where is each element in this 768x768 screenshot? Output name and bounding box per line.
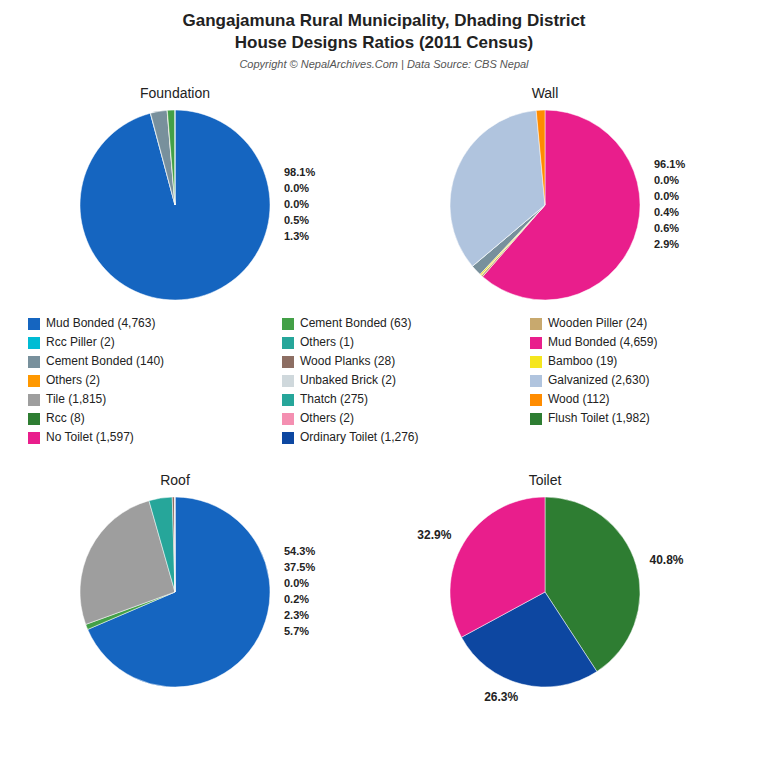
- annotation: 1.3%: [284, 230, 309, 242]
- legend-label: Wood (112): [548, 392, 610, 406]
- annotation: 0.0%: [284, 198, 309, 210]
- pie-chart: Toilet 40.8% 26.3% 32.9%: [417, 472, 684, 704]
- pie-slice: [174, 497, 175, 592]
- legend-swatch: [282, 413, 294, 425]
- legend-swatch: [28, 318, 40, 330]
- legend-swatch: [28, 337, 40, 349]
- pie-slice: [174, 110, 175, 205]
- pie-slice: [174, 497, 175, 592]
- pie-slice: [450, 497, 545, 637]
- pie-title: Wall: [532, 85, 559, 101]
- legend-label: No Toilet (1,597): [46, 430, 134, 444]
- pie-chart: Foundation 98.1% 0.0% 0.0% 0.5% 1.3%: [80, 85, 315, 300]
- legend-label: Tile (1,815): [46, 392, 106, 406]
- subtitle: House Designs Ratios (2011 Census): [235, 33, 534, 52]
- legend-label: Cement Bonded (63): [300, 316, 411, 330]
- legend-swatch: [28, 356, 40, 368]
- pie-slice: [450, 110, 545, 266]
- legend-label: Cement Bonded (140): [46, 354, 164, 368]
- annotation: 5.7%: [284, 625, 309, 637]
- legend-label: Rcc (8): [46, 411, 85, 425]
- legend-swatch: [282, 394, 294, 406]
- legend-swatch: [28, 432, 40, 444]
- legend-label: Mud Bonded (4,659): [548, 335, 657, 349]
- annotation: 37.5%: [284, 561, 315, 573]
- legend-swatch: [282, 337, 294, 349]
- legend-label: Others (2): [46, 373, 100, 387]
- pie-slice: [172, 497, 175, 592]
- pie-title: Foundation: [140, 85, 210, 101]
- pie-slice: [536, 110, 545, 205]
- annotation: 0.2%: [284, 593, 309, 605]
- legend-swatch: [28, 394, 40, 406]
- annotation: 54.3%: [284, 545, 315, 557]
- legend-swatch: [282, 318, 294, 330]
- annotation: 2.3%: [284, 609, 309, 621]
- annotation: 0.6%: [654, 222, 679, 234]
- pie-title: Toilet: [529, 472, 562, 488]
- legend-label: Rcc Piller (2): [46, 335, 115, 349]
- annotation: 0.0%: [654, 174, 679, 186]
- legend-swatch: [530, 318, 542, 330]
- legend: Mud Bonded (4,763) Rcc Piller (2) Cement B…: [28, 316, 657, 444]
- chart: Gangajamuna Rural Municipality, Dhading …: [0, 0, 768, 768]
- source-note: Copyright © NepalArchives.Com | Data Sou…: [239, 58, 529, 70]
- pie-slice: [149, 497, 175, 592]
- legend-swatch: [282, 375, 294, 387]
- legend-label: Others (1): [300, 335, 354, 349]
- pie-chart: Roof 54.3% 37.5% 0.0% 0.2% 2.3% 5.7%: [80, 472, 315, 687]
- annotation: 0.4%: [654, 206, 679, 218]
- pie-slice: [80, 110, 270, 300]
- legend-label: Unbaked Brick (2): [300, 373, 396, 387]
- data-label: 32.9%: [417, 528, 451, 542]
- annotation: 0.0%: [284, 577, 309, 589]
- legend-swatch: [530, 413, 542, 425]
- annotation: 0.0%: [654, 190, 679, 202]
- legend-swatch: [28, 413, 40, 425]
- annotation: 98.1%: [284, 166, 315, 178]
- legend-swatch: [530, 375, 542, 387]
- pie-title: Roof: [160, 472, 190, 488]
- legend-label: Wooden Piller (24): [548, 316, 647, 330]
- legend-label: Flush Toilet (1,982): [548, 411, 650, 425]
- legend-label: Ordinary Toilet (1,276): [300, 430, 419, 444]
- legend-label: Mud Bonded (4,763): [46, 316, 155, 330]
- pie-slice: [151, 110, 175, 205]
- title: Gangajamuna Rural Municipality, Dhading …: [182, 11, 585, 30]
- legend-swatch: [282, 432, 294, 444]
- legend-label: Bamboo (19): [548, 354, 617, 368]
- pie-slice: [167, 110, 175, 205]
- data-label: 40.8%: [649, 553, 683, 567]
- pie-slice: [167, 110, 175, 205]
- data-label: 26.3%: [484, 690, 518, 704]
- legend-swatch: [530, 356, 542, 368]
- annotation: 0.5%: [284, 214, 309, 226]
- legend-label: Others (2): [300, 411, 354, 425]
- legend-swatch: [530, 394, 542, 406]
- annotation: 96.1%: [654, 158, 685, 170]
- legend-label: Thatch (275): [300, 392, 368, 406]
- legend-swatch: [282, 356, 294, 368]
- pie-chart: Wall 96.1% 0.0% 0.0% 0.4% 0.6% 2.9%: [450, 85, 685, 300]
- annotation: 0.0%: [284, 182, 309, 194]
- legend-label: Galvanized (2,630): [548, 373, 649, 387]
- legend-swatch: [530, 337, 542, 349]
- legend-label: Wood Planks (28): [300, 354, 395, 368]
- annotation: 2.9%: [654, 238, 679, 250]
- legend-swatch: [28, 375, 40, 387]
